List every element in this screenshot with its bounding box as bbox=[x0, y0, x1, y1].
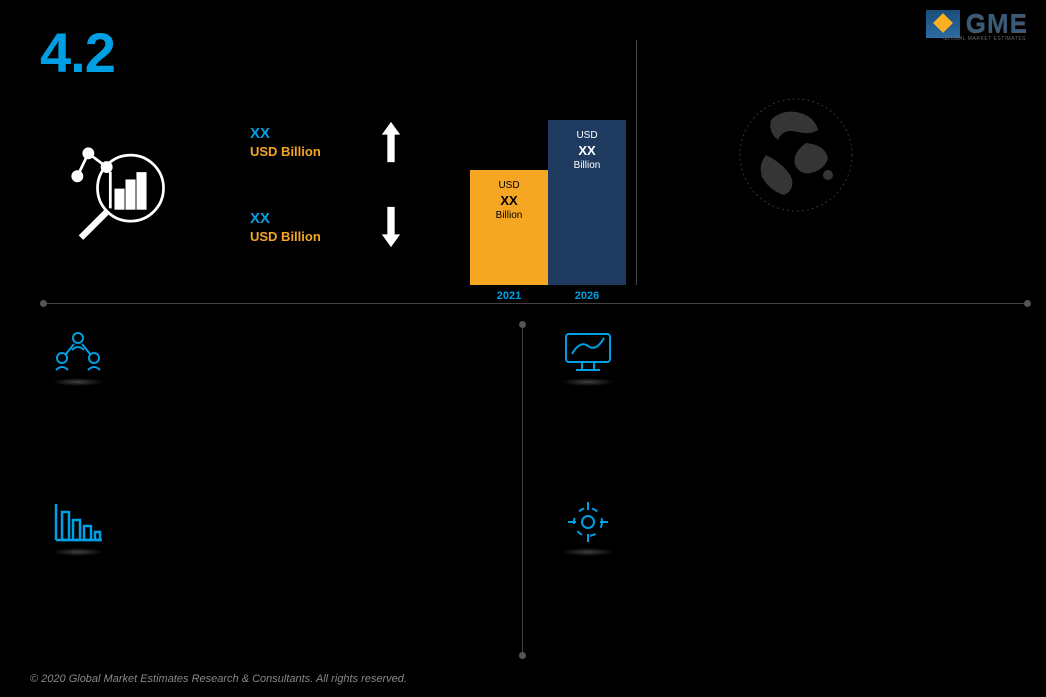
section-growth-factor bbox=[558, 330, 1008, 386]
separator-vertical-top bbox=[636, 40, 637, 285]
icon-shadow bbox=[52, 548, 104, 556]
icon-shadow bbox=[562, 548, 614, 556]
section-largest-region bbox=[558, 500, 1008, 556]
value-up: XX bbox=[250, 125, 370, 142]
value-up-unit: USD Billion bbox=[250, 144, 370, 159]
brand-logo: GME bbox=[926, 8, 1028, 39]
value-down-unit: USD Billion bbox=[250, 229, 370, 244]
value-down: XX bbox=[250, 210, 370, 227]
bar-chart-icon bbox=[52, 500, 104, 544]
cagr-value: 4.2 bbox=[40, 20, 640, 85]
bar-2026-line3: Billion bbox=[574, 160, 601, 171]
bar-2026-line1: USD bbox=[576, 130, 597, 141]
separator-horizontal bbox=[40, 300, 1031, 307]
bar-2021-line3: Billion bbox=[496, 210, 523, 221]
bar-2021-line2: XX bbox=[500, 193, 517, 208]
brand-logo-text: GME bbox=[966, 8, 1028, 39]
brand-logo-subtitle: GLOBAL MARKET ESTIMATES bbox=[943, 36, 1026, 42]
brand-logo-mark bbox=[926, 10, 960, 38]
arrow-up-icon bbox=[380, 120, 402, 164]
globe-icon bbox=[736, 95, 856, 215]
people-network-icon bbox=[52, 330, 104, 374]
monitor-chart-icon bbox=[562, 330, 614, 374]
bar-2026: USD XX Billion bbox=[548, 120, 626, 285]
cagr-block: 4.2 bbox=[40, 20, 640, 85]
separator-vertical-bottom bbox=[522, 325, 523, 655]
bar-2021-line1: USD bbox=[498, 180, 519, 191]
year-bar-chart: USD XX Billion USD XX Billion bbox=[470, 85, 630, 285]
target-pin-icon bbox=[562, 500, 614, 544]
bar-2026-line2: XX bbox=[578, 143, 595, 158]
section-major-players bbox=[48, 330, 498, 386]
icon-shadow bbox=[562, 378, 614, 386]
arrow-down-icon bbox=[380, 205, 402, 249]
value-up-block: XX USD Billion bbox=[250, 125, 370, 159]
section-largest-segment bbox=[48, 500, 498, 556]
value-down-block: XX USD Billion bbox=[250, 210, 370, 244]
analytics-magnifier-icon bbox=[70, 135, 180, 245]
icon-shadow bbox=[52, 378, 104, 386]
copyright-text: © 2020 Global Market Estimates Research … bbox=[30, 673, 407, 685]
overview-chart-area: XX USD Billion XX USD Billion USD XX Bil… bbox=[70, 95, 630, 295]
bar-2021: USD XX Billion bbox=[470, 170, 548, 285]
